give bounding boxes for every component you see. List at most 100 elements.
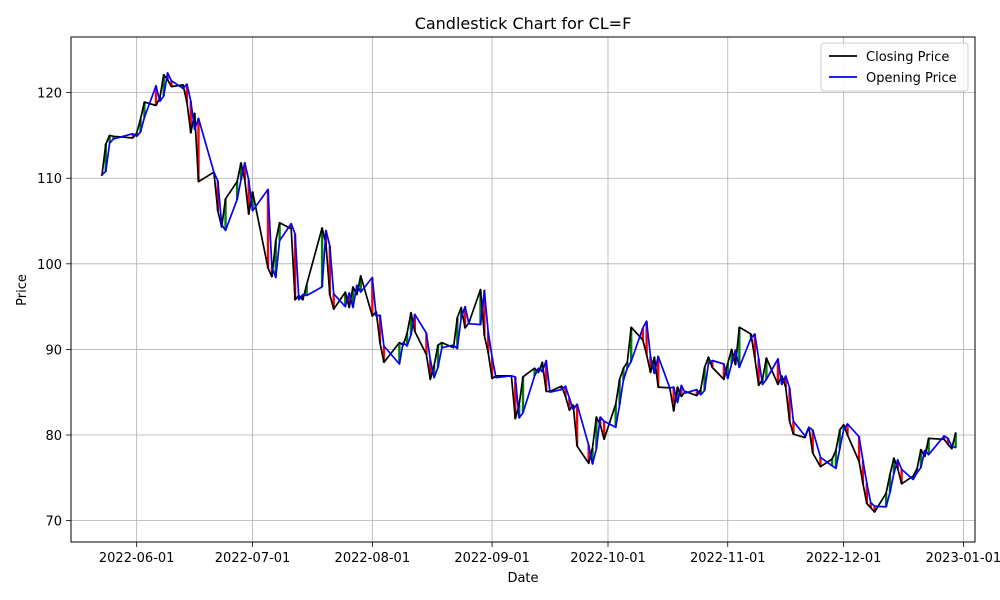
y-tick-label: 120 [37,87,62,102]
y-tick-label: 90 [45,343,62,358]
candle-body [382,345,386,363]
candle-body [409,312,413,335]
candle-body [942,435,946,440]
y-tick-label: 110 [37,172,62,187]
candle-body [900,469,903,484]
candle-body [290,223,293,229]
candle-body [456,317,459,349]
candle-body [487,332,490,353]
y-axis: 70 80 90 100 110 120 [37,87,71,530]
candle-body [425,333,428,355]
candle-body [834,450,838,469]
candle-body [154,85,158,106]
candle-body [765,357,768,380]
candle-body [873,506,876,513]
candle-body [915,468,919,473]
grid-lines [71,37,975,542]
candle-body [243,162,247,180]
candle-body [892,458,896,474]
candle-body [888,474,892,493]
candle-body [378,315,382,344]
candle-body [602,421,606,440]
candle-body [722,363,726,380]
candle-body [436,345,440,368]
candle-body [332,293,335,310]
candle-body [730,349,733,364]
candle-body [819,457,822,467]
x-tick-label: 2022-06-01 [99,551,175,566]
x-tick-label: 2022-08-01 [335,551,411,566]
candle-body [695,389,699,396]
candle-body [884,493,888,507]
candle-body [278,222,281,241]
candle-body [514,376,517,419]
x-tick-label: 2022-12-01 [806,551,882,566]
candle-body [359,275,362,293]
candle-body [432,365,436,378]
candle-body [197,118,200,182]
candle-body [919,449,923,468]
candle-body [344,292,347,307]
candle-body [347,292,351,308]
x-tick-label: 2023-01-01 [926,551,1000,566]
candle-body [830,458,834,466]
candle-body [351,286,355,308]
candle-body [672,387,675,412]
candle-body [738,327,741,368]
candle-body [293,233,297,300]
candle-body [398,342,401,364]
candle-body [235,181,239,200]
candle-body [131,133,135,138]
y-tick-label: 70 [45,515,62,530]
legend: Closing Price Opening Price [820,42,969,92]
candle-body [676,387,679,403]
candle-body [305,284,308,296]
candle-body [792,421,795,435]
candles [100,72,957,513]
candle-body [865,482,869,504]
candle-body [544,360,548,392]
candle-body [726,363,729,379]
candle-body [587,445,590,464]
candle-body [274,240,277,278]
candle-body [788,387,791,422]
legend-closing-label: Closing Price [866,50,949,65]
candle-body [857,436,861,462]
candle-body [479,289,482,325]
closing-price-line [101,73,957,513]
candle-body [405,333,409,346]
candle-body [842,424,845,430]
candle-body [838,429,841,449]
candle-body [896,459,899,469]
candle-body [653,357,656,374]
candle-body [328,245,332,295]
candle-body [490,357,494,379]
candle-body [680,385,683,397]
x-axis-label: Date [507,571,538,586]
candle-body [776,358,780,385]
legend-box [820,42,969,92]
candle-body [595,417,598,449]
candle-body [185,84,189,103]
candle-body [657,356,660,388]
candle-body [946,438,950,445]
candle-body [846,423,849,436]
candle-body [139,119,142,133]
y-axis-label: Price [15,274,30,306]
candle-body [703,367,706,391]
candle-body [320,227,324,287]
candle-body [189,101,192,133]
x-axis: 2022-06-01 2022-07-01 2022-08-01 2022-09-01… [99,542,1000,566]
y-tick-label: 80 [45,429,62,444]
candle-body [626,362,629,369]
candle-body [216,180,220,211]
x-tick-label: 2022-11-01 [690,551,766,566]
x-tick-label: 2022-09-01 [454,551,530,566]
candle-body [649,356,652,373]
candle-body [641,328,644,340]
candle-body [699,389,702,395]
chart-title: Candlestick Chart for CL=F [415,14,632,33]
x-tick-label: 2022-10-01 [570,551,646,566]
y-tick-label: 100 [37,258,62,273]
